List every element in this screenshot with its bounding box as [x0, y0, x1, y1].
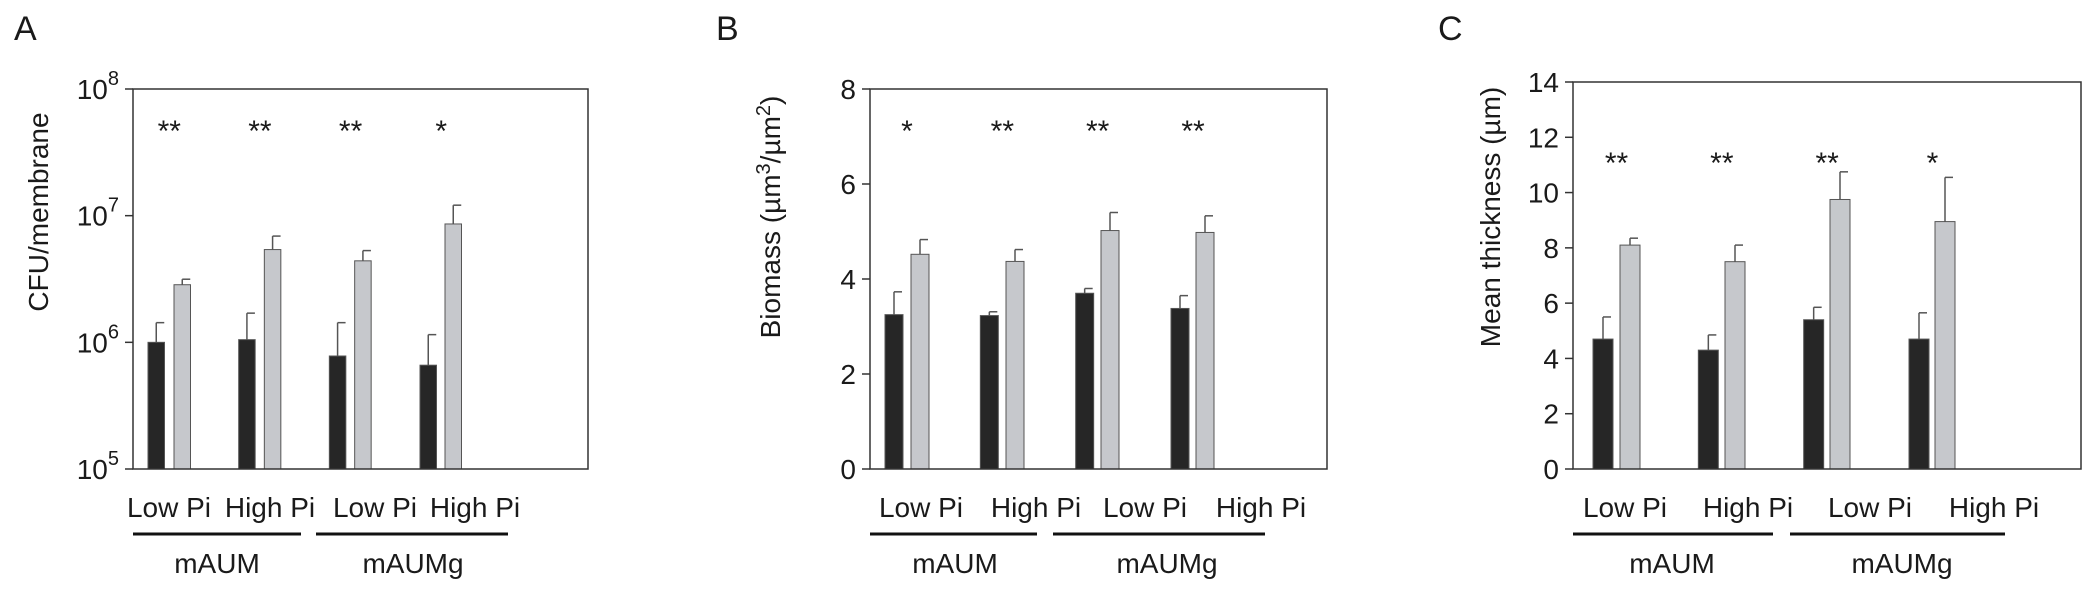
y-tick-label: 8: [840, 74, 856, 105]
x-category-label: Low Pi: [1583, 492, 1667, 523]
significance-marker: *: [901, 115, 913, 148]
significance-marker: **: [248, 115, 272, 148]
y-tick-label: 10: [1528, 178, 1559, 209]
significance-marker: **: [991, 115, 1015, 148]
x-category-label: Low Pi: [127, 492, 211, 523]
group-label: mAUMg: [1851, 548, 1952, 579]
y-tick-label: 105: [77, 448, 119, 485]
y-tick-label: 12: [1528, 122, 1559, 153]
y-tick-label: 106: [77, 321, 119, 358]
x-category-label: Low Pi: [1828, 492, 1912, 523]
bar-series-2-category-2: [263, 249, 282, 470]
y-tick-label: 2: [840, 359, 856, 390]
significance-marker: **: [1605, 147, 1629, 180]
group-label: mAUM: [912, 548, 998, 579]
bar-series-1-category-4: [1908, 338, 1930, 470]
bar-series-1-category-3: [328, 355, 347, 470]
y-tick-label: 4: [840, 264, 856, 295]
y-tick-label: 14: [1528, 67, 1559, 98]
bar-series-1-category-1: [1592, 338, 1614, 470]
bar-series-2-category-4: [1934, 221, 1956, 470]
plot-frame-panel-a: [132, 88, 589, 470]
significance-marker: **: [339, 115, 363, 148]
significance-marker: **: [1815, 147, 1839, 180]
y-tick-label: 0: [840, 454, 856, 485]
bar-series-1-category-2: [979, 315, 999, 470]
panel-letter-a: A: [14, 10, 37, 48]
plot-frame-panel-c: [1572, 81, 2082, 470]
bar-series-2-category-4: [444, 223, 462, 470]
group-label: mAUM: [174, 548, 260, 579]
bar-series-2-category-3: [1100, 230, 1120, 470]
y-axis-title-panel-c: Mean thickness (µm): [1475, 87, 1506, 347]
y-axis-title-panel-b: Biomass (µm3/µm2): [753, 96, 786, 339]
x-category-label: High Pi: [1703, 492, 1793, 523]
x-category-label: High Pi: [1949, 492, 2039, 523]
x-category-label: High Pi: [430, 492, 520, 523]
significance-marker: **: [1710, 147, 1734, 180]
bar-series-1-category-1: [147, 341, 165, 470]
y-tick-label: 2: [1543, 399, 1559, 430]
bar-series-1-category-4: [419, 364, 437, 470]
bar-series-2-category-2: [1005, 260, 1025, 470]
group-label: mAUM: [1629, 548, 1715, 579]
x-category-label: Low Pi: [333, 492, 417, 523]
bar-series-2-category-3: [354, 260, 372, 470]
y-tick-label: 6: [1543, 288, 1559, 319]
x-category-label: High Pi: [1216, 492, 1306, 523]
y-axis-title-panel-a: CFU/membrane: [23, 112, 54, 311]
bar-series-1-category-3: [1803, 319, 1825, 470]
bar-series-1-category-4: [1170, 307, 1190, 470]
bar-series-1-category-1: [884, 314, 904, 470]
y-tick-label: 6: [840, 169, 856, 200]
bar-series-1-category-2: [1697, 349, 1719, 470]
group-label: mAUMg: [1116, 548, 1217, 579]
plot-frame-panel-b: [869, 88, 1328, 470]
y-tick-label: 8: [1543, 233, 1559, 264]
significance-marker: *: [435, 115, 447, 148]
significance-marker: **: [158, 115, 182, 148]
x-category-label: Low Pi: [879, 492, 963, 523]
bar-series-2-category-1: [910, 253, 930, 470]
bar-series-1-category-2: [238, 339, 256, 470]
y-tick-label: 108: [77, 68, 119, 105]
y-tick-label: 107: [77, 195, 119, 232]
panel-letter-c: C: [1438, 10, 1463, 48]
significance-marker: **: [1181, 115, 1205, 148]
bar-series-2-category-2: [1724, 261, 1746, 470]
bar-series-2-category-3: [1829, 198, 1851, 470]
group-label: mAUMg: [362, 548, 463, 579]
x-category-label: Low Pi: [1103, 492, 1187, 523]
x-category-label: High Pi: [225, 492, 315, 523]
significance-marker: **: [1086, 115, 1110, 148]
significance-marker: *: [1927, 147, 1939, 180]
bar-series-2-category-4: [1195, 231, 1215, 470]
bar-series-2-category-1: [173, 284, 191, 470]
x-category-label: High Pi: [991, 492, 1081, 523]
y-tick-label: 4: [1543, 343, 1559, 374]
panel-letter-b: B: [716, 10, 739, 48]
bar-series-2-category-1: [1619, 244, 1641, 470]
y-tick-label: 0: [1543, 454, 1559, 485]
bar-series-1-category-3: [1075, 292, 1095, 470]
